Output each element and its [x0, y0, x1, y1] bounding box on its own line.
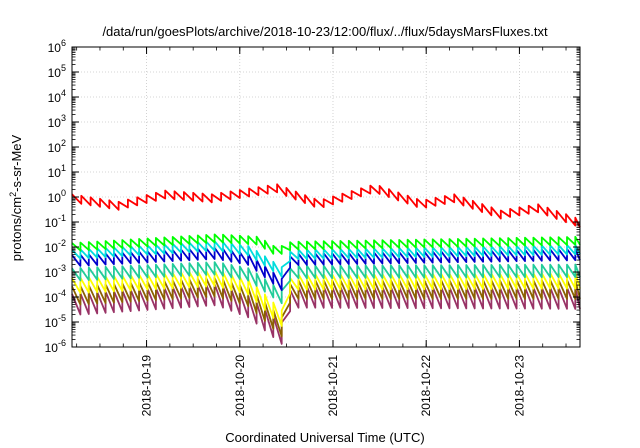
series-line-5: [71, 261, 581, 305]
y-tick-exponent: -6: [58, 338, 66, 348]
y-tick-label: 105: [48, 63, 66, 80]
y-tick-label: 103: [48, 113, 66, 130]
y-tick-exponent: 4: [61, 88, 66, 98]
y-tick-label: 100: [48, 188, 66, 205]
y-tick-base: 10: [48, 191, 62, 205]
y-tick-label: 10-1: [45, 213, 66, 230]
y-tick-label: 10-6: [45, 338, 66, 355]
y-tick-exponent: -2: [58, 238, 66, 248]
y-tick-base: 10: [45, 216, 59, 230]
series-line-1: [71, 183, 581, 228]
x-axis-label: Coordinated Universal Time (UTC): [225, 430, 424, 445]
y-tick-base: 10: [45, 241, 59, 255]
y-tick-label: 10-5: [45, 313, 66, 330]
y-tick-base: 10: [45, 266, 59, 280]
y-tick-exponent: 6: [61, 38, 66, 48]
x-tick-label: 2018-10-21: [326, 355, 340, 417]
y-tick-label: 10-2: [45, 238, 66, 255]
y-tick-label: 104: [48, 88, 66, 105]
x-axis: 2018-10-19 2018-10-20 2018-10-21 2018-10-22…: [76, 47, 567, 417]
y-tick-base: 10: [48, 91, 62, 105]
x-tick-label: 2018-10-19: [140, 355, 154, 417]
y-tick-base: 10: [48, 141, 62, 155]
y-tick-base: 10: [45, 341, 59, 355]
y-tick-exponent: 5: [61, 63, 66, 73]
series-line-8: [71, 283, 581, 345]
y-tick-label: 101: [48, 163, 66, 180]
x-tick-label: 2018-10-23: [512, 355, 526, 417]
y-tick-exponent: 3: [61, 113, 66, 123]
y-tick-exponent: -5: [58, 313, 66, 323]
y-axis-label-base: protons/cm: [9, 197, 24, 261]
y-tick-base: 10: [45, 316, 59, 330]
y-axis-label: protons/cm2-s-sr-MeV: [8, 134, 24, 261]
y-tick-label: 106: [48, 38, 66, 55]
y-tick-exponent: 0: [61, 188, 66, 198]
y-tick-base: 10: [48, 166, 62, 180]
y-tick-base: 10: [48, 41, 62, 55]
y-tick-exponent: -4: [58, 288, 66, 298]
y-tick-base: 10: [48, 66, 62, 80]
y-tick-base: 10: [45, 291, 59, 305]
y-tick-label: 102: [48, 138, 66, 155]
y-tick-label: 10-4: [45, 288, 66, 305]
y-axis: 10-610-510-410-310-210-11001011021031041…: [45, 38, 580, 355]
series-line-4: [71, 246, 581, 292]
y-tick-exponent: 2: [61, 138, 66, 148]
series-group: [71, 183, 581, 345]
y-tick-exponent: 1: [61, 163, 66, 173]
y-tick-base: 10: [48, 116, 62, 130]
chart-title: /data/run/goesPlots/archive/2018-10-23/1…: [102, 24, 548, 39]
x-tick-label: 2018-10-22: [419, 355, 433, 417]
y-axis-label-rest: -s-sr-MeV: [9, 134, 24, 191]
y-tick-label: 10-3: [45, 263, 66, 280]
series-line-6: [71, 269, 581, 327]
y-tick-exponent: -3: [58, 263, 66, 273]
series-line-2: [71, 233, 581, 255]
y-tick-exponent: -1: [58, 213, 66, 223]
x-tick-label: 2018-10-20: [233, 355, 247, 417]
series-line-3: [71, 240, 581, 278]
y-axis-label-sup: 2: [8, 192, 18, 197]
series-line-7: [71, 276, 581, 338]
